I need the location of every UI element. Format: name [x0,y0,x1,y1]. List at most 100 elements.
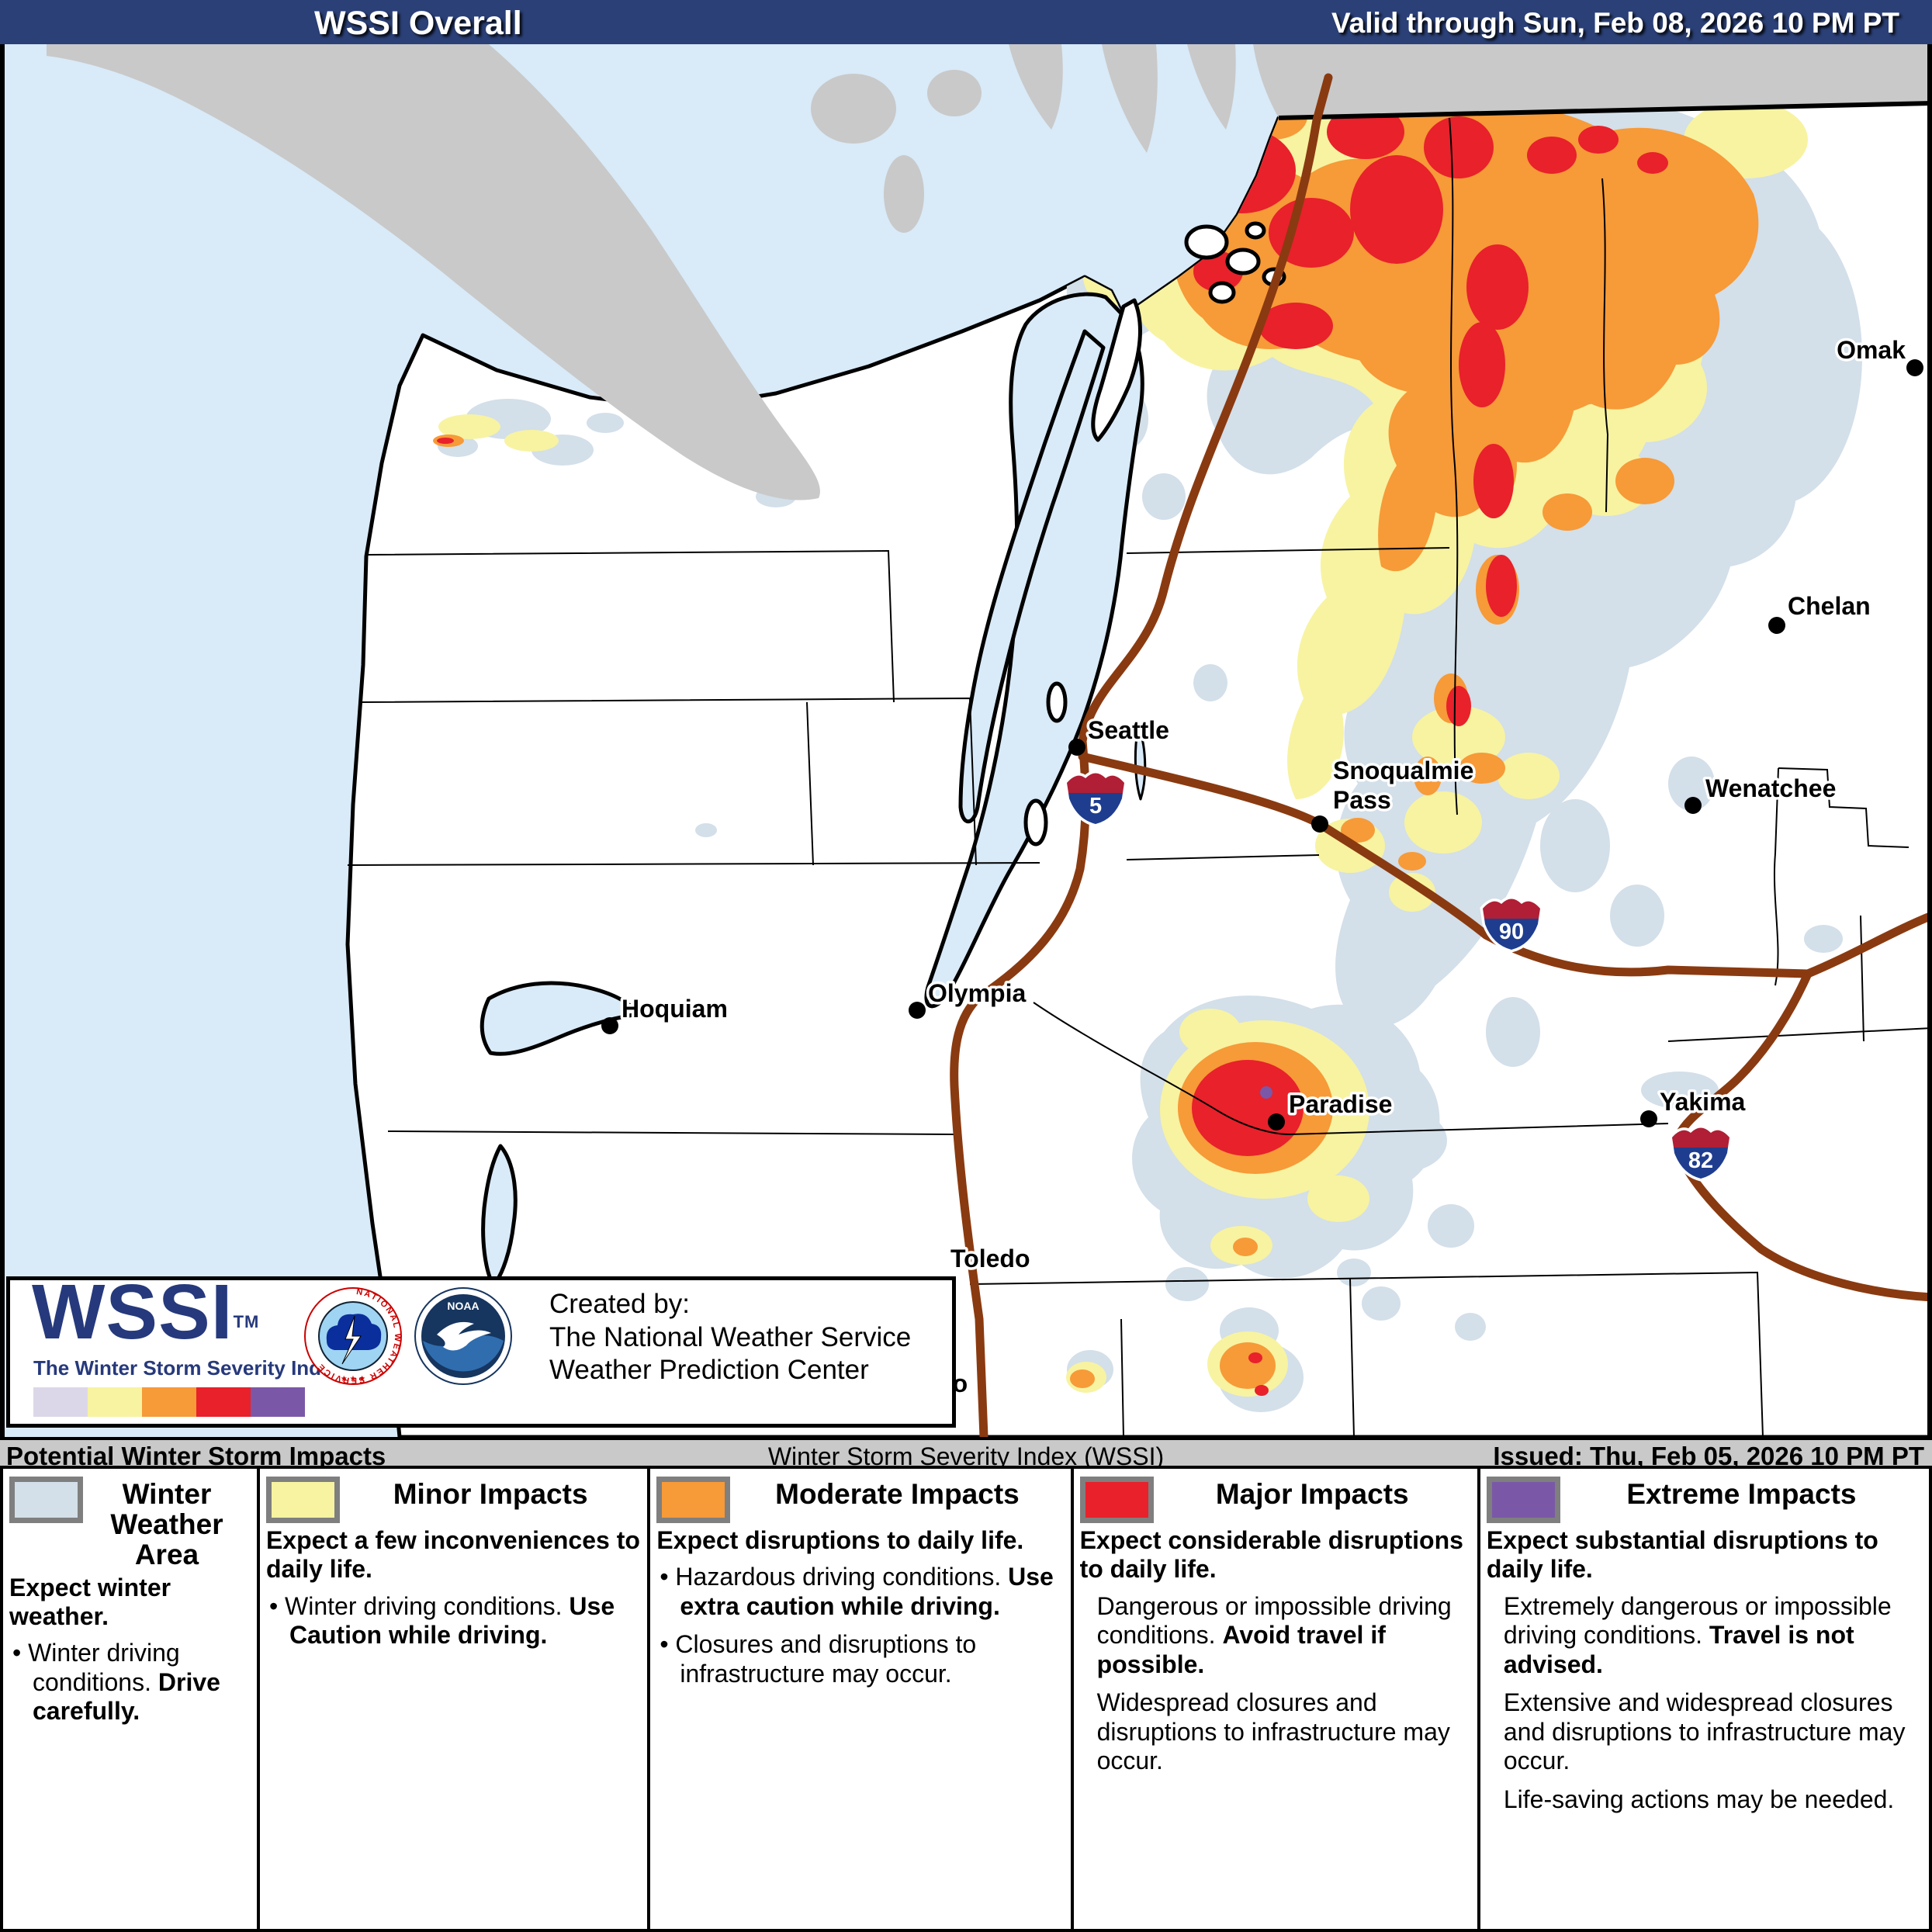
city-wenatchee: Wenatchee [1684,772,1839,814]
city-seattle: Seattle [1068,714,1172,756]
noaa-logo-text: NOAA [447,1300,479,1312]
interstate-5-shield: 5 [1064,770,1127,827]
wssi-severity-strip [33,1387,305,1417]
city-label: Chelan [1788,592,1871,620]
legend-swatch-moderate-impacts [656,1477,731,1523]
noaa-logo-icon: NOAA [414,1287,512,1385]
city-olympia: Olympia [909,977,1029,1019]
legend-column-major-impacts: Major Impacts Expect considerable disrupt… [1074,1469,1480,1929]
bc-mainland [995,44,1932,118]
map-area[interactable]: 5 90 82 Seattle Snoqualmie Pass Omak Chelan Wena… [0,44,1932,1437]
legend-item: Dangerous or impossible driving conditio… [1096,1591,1452,1678]
legend-lead: Expect substantial disruptions to daily … [1486,1526,1878,1584]
city-toledo: Toledo [948,1242,1034,1276]
canada-gray [47,44,1932,500]
legend-item: Widespread closures and disruptions to i… [1096,1688,1450,1775]
legend-item: • Closures and disruptions to infrastruc… [660,1630,977,1688]
interstate-82-number: 82 [1688,1148,1713,1173]
lake-washington [1134,725,1147,801]
interstate-82-shield: 82 [1669,1125,1733,1182]
legend-lead: Expect winter weather. [9,1573,171,1630]
city-dot [1268,1113,1285,1130]
city-dot [1684,797,1702,814]
vancouver-island [47,44,820,500]
legend-swatch-major-impacts [1079,1477,1154,1523]
city-label: Seattle [1088,716,1169,744]
interstate-5-number: 5 [1089,794,1102,819]
legend-title: Extreme Impacts [1626,1478,1857,1510]
legend-header: Minor Impacts [265,1475,641,1523]
issued-bar-title: Potential Winter Storm Impacts [6,1442,386,1470]
city-label: Wenatchee [1705,774,1836,802]
legend-lead: Expect a few inconveniences to daily lif… [265,1526,640,1584]
city-dot [1311,815,1328,833]
header-bar: WSSI Overall Valid through Sun, Feb 08, … [0,0,1932,44]
legend-title: Minor Impacts [393,1478,588,1510]
wssi-strip-swatch-4 [251,1387,305,1417]
created-by-org1: The National Weather Service [549,1321,912,1352]
wssi-strip-swatch-3 [196,1387,251,1417]
legend-item: Life-saving actions may be needed. [1503,1785,1895,1813]
legend-item: • Winter driving conditions. Drive caref… [12,1639,220,1726]
legend-swatch-winter-weather-area [9,1477,83,1523]
interstate-5-road [950,73,1333,1437]
legend-header: Major Impacts [1079,1475,1471,1523]
city-dot [1768,617,1785,634]
created-by-block: Created by: The National Weather Service… [549,1288,911,1387]
us-canada-border [1278,101,1932,120]
city-chelan: Chelan [1768,590,1873,634]
wssi-logo-subtitle: The Winter Storm Severity Index [33,1356,344,1380]
legend-header: Moderate Impacts [656,1475,1064,1523]
page-title: WSSI Overall [314,5,522,42]
interstate-90-road [1078,752,1932,978]
legend-column-winter-weather-area: Winter Weather Area Expect winter weather… [3,1469,260,1929]
county-lines [347,117,1932,1437]
issued-bar-subtitle: Winter Storm Severity Index (WSSI) [767,1442,1165,1470]
extreme-impact-speck [1260,1086,1272,1099]
attribution-box: WSSITM The Winter Storm Severity Index N… [6,1269,956,1428]
created-by-org2: Weather Prediction Center [549,1355,869,1386]
nws-logo-icon: NATIONAL WEATHER SERVICE ★ ★ ★ [304,1287,402,1385]
city-label: Pass [1333,786,1391,814]
city-omak: Omak [1834,334,1923,376]
wssi-logo: WSSITM [32,1269,260,1356]
puget-sound [480,292,1147,1288]
valid-through-text: Valid through Sun, Feb 08, 2026 10 PM PT [1331,7,1899,39]
city-yakima: Yakima [1640,1085,1748,1127]
legend-lead: Expect disruptions to daily life. [656,1526,1024,1554]
impact-legend: Winter Weather Area Expect winter weather… [0,1469,1932,1932]
city-hoquiam: Hoquiam [601,992,730,1034]
city-label: Hoquiam [621,995,728,1023]
legend-item: Extremely dangerous or impossible drivin… [1503,1591,1892,1678]
legend-swatch-minor-impacts [265,1477,340,1523]
city-dot [909,1002,926,1019]
city-paradise: Paradise [1268,1088,1395,1130]
legend-title: Winter Weather Area [110,1478,223,1570]
islands [1023,221,1286,847]
hood-canal [958,329,1106,824]
legend-header: Winter Weather Area [9,1475,251,1570]
city-label: Omak [1837,336,1906,364]
legend-item: Extensive and widespread closures and di… [1503,1688,1906,1775]
legend-item: • Winter driving conditions. Use Caution… [268,1591,615,1650]
wssi-strip-swatch-2 [142,1387,196,1417]
wssi-strip-swatch-1 [88,1387,142,1417]
city-label: Paradise [1289,1090,1392,1118]
city-label: Yakima [1660,1088,1746,1116]
trademark: TM [233,1312,260,1331]
interstate-90-shield: 90 [1480,896,1543,953]
legend-header: Extreme Impacts [1486,1475,1923,1523]
legend-column-moderate-impacts: Moderate Impacts Expect disruptions to da… [650,1469,1074,1929]
legend-column-extreme-impacts: Extreme Impacts Expect substantial disrup… [1480,1469,1929,1929]
city-dot [1906,359,1923,376]
issued-timestamp: Issued: Thu, Feb 05, 2026 10 PM PT [1493,1442,1924,1470]
city-label: Snoqualmie [1333,757,1473,784]
city-label: Olympia [928,979,1026,1007]
legend-swatch-extreme-impacts [1486,1477,1560,1523]
legend-column-minor-impacts: Minor Impacts Expect a few inconveniences… [260,1469,651,1929]
city-label: Toledo [950,1245,1030,1272]
